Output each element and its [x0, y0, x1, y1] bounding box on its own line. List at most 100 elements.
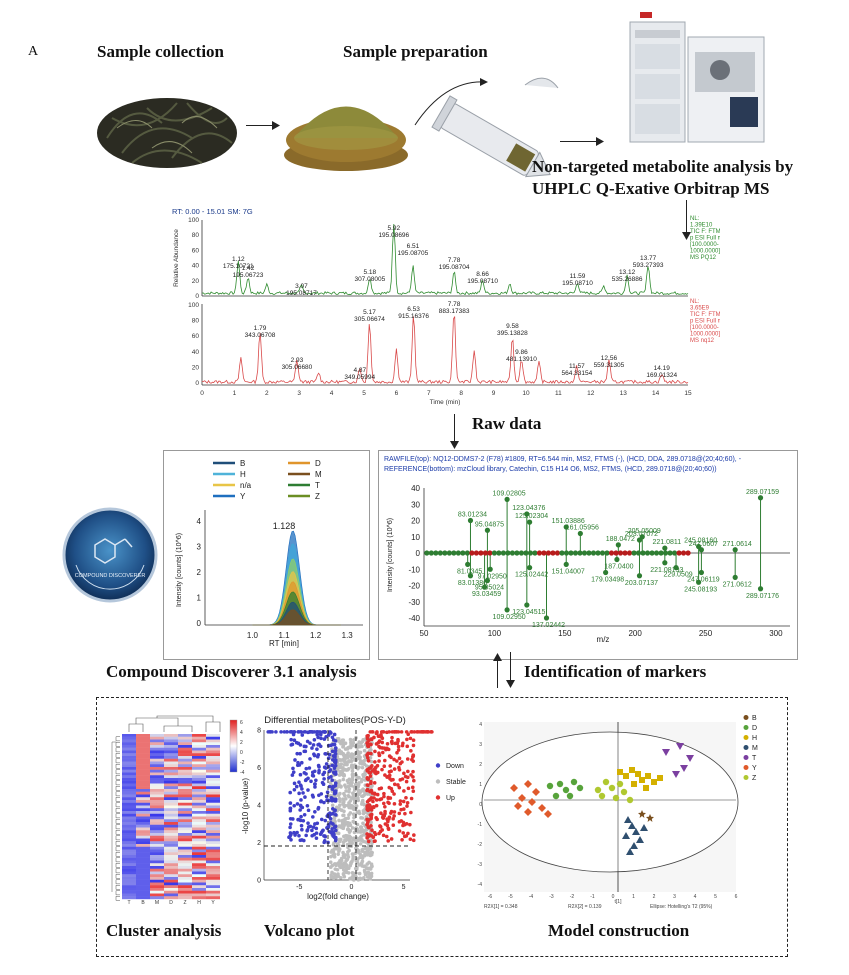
heatmap-cell: [150, 808, 164, 812]
heatmap-cell: [206, 827, 220, 831]
heatmap-cell: [178, 780, 192, 784]
pca-point: [532, 788, 540, 796]
heatmap-cell: [150, 874, 164, 878]
heatmap-cell: [150, 764, 164, 768]
mirror-ytick: -10: [408, 565, 420, 574]
top-trace-info: TIC F: FTMS +: [690, 229, 720, 235]
mirror-label-bottom: 81.0345: [457, 568, 482, 575]
heatmap-cell: [192, 767, 206, 770]
volcano-point-up: [378, 824, 382, 828]
volcano-point-up: [412, 833, 416, 837]
heatmap-cell: [178, 761, 192, 765]
compound-discoverer-title: Compound Discoverer 3.1 analysis: [106, 662, 357, 681]
mirror-noise-point: [478, 550, 484, 556]
volcano-point-down: [322, 839, 327, 843]
volcano-point-up: [400, 760, 404, 764]
heatmap-cell: [150, 783, 164, 787]
heatmap-cell: [136, 885, 150, 889]
heatmap-cell: [206, 808, 220, 812]
chrom-xtick: 6: [395, 390, 399, 397]
heatmap-cell: [150, 879, 164, 883]
volcano-point-down: [326, 824, 331, 828]
mirror-noise-point: [622, 550, 628, 556]
volcano-point-up: [411, 789, 416, 793]
heatmap-cell: [192, 805, 206, 809]
volcano-point-stable: [344, 865, 349, 869]
peak-ytick: 1: [197, 594, 202, 603]
heatmap-cell: [150, 794, 164, 798]
volcano-point-down: [282, 730, 287, 734]
volcano-point-up: [411, 769, 415, 774]
bottom-trace-info: NL:: [690, 299, 700, 305]
ms-title-line2: UHPLC Q-Exative Orbitrap MS: [532, 179, 770, 198]
volcano-point-stable: [365, 848, 370, 852]
mirror-noise-point: [653, 550, 660, 556]
volcano-point-stable: [357, 837, 362, 841]
heatmap-cell: [206, 835, 220, 839]
volcano-point-up: [373, 749, 377, 754]
volcano-xtick: 5: [402, 884, 406, 891]
volcano-point-stable: [358, 825, 363, 829]
mirror-ytick: -40: [408, 614, 420, 623]
heatmap-cell: [136, 802, 150, 806]
bottom-peak-mz: 915.16376: [398, 313, 429, 320]
heatmap-cell: [192, 844, 206, 847]
mirror-point-top: [524, 511, 530, 517]
pca-score-plot: 4 3 2 1 0 -1 -2 -3 -4 -6 -5 -4 -3 -2 -1 0 1 2 3 4 5 6 BDHMTY…: [478, 715, 758, 910]
volcano-point-up: [408, 736, 413, 741]
mirror-noise-point: [649, 550, 655, 556]
volcano-point-stable: [369, 759, 374, 764]
heatmap-cell: [136, 835, 150, 839]
pca-point: [510, 784, 518, 792]
volcano-point-up: [379, 811, 383, 815]
heatmap-cell: [122, 846, 136, 850]
volcano-point-down: [312, 832, 316, 837]
volcano-point-stable: [352, 830, 357, 835]
peak-apex-label: 1.128: [273, 521, 296, 531]
heatmap-cell: [164, 742, 178, 746]
volcano-point-stable: [369, 862, 374, 867]
mirror-point-top: [504, 496, 510, 502]
pca-point: [552, 792, 560, 800]
volcano-point-down: [328, 730, 332, 734]
heatmap-cell: [206, 739, 220, 743]
mirror-ytick: 0: [416, 549, 421, 558]
volcano-point-up: [365, 817, 369, 822]
volcano-point-down: [298, 772, 303, 777]
volcano-point-down: [297, 780, 301, 784]
heatmap-cell: [192, 835, 206, 839]
heatmap-cell: [136, 775, 150, 779]
volcano-point-stable: [330, 803, 335, 808]
volcano-point-up: [372, 796, 376, 800]
volcano-ytick: 6: [257, 765, 261, 772]
heatmap-cell: [206, 822, 220, 825]
pca-ytick: -3: [478, 862, 483, 868]
volcano-point-up: [391, 816, 395, 821]
mirror-label-top: 289.07159: [746, 489, 779, 496]
volcano-point-stable: [363, 771, 367, 776]
volcano-point-down: [297, 834, 301, 838]
heatmap-cell: [178, 822, 192, 825]
pca-legend-label: H: [752, 735, 757, 742]
heatmap-cell: [178, 739, 192, 743]
pca-legend-label: D: [752, 725, 757, 732]
volcano-point-up: [366, 808, 371, 812]
heatmap-cell: [150, 775, 164, 779]
mirror-noise-point: [685, 550, 691, 556]
volcano-point-stable: [347, 754, 352, 758]
heatmap-cell: [178, 849, 192, 853]
heatmap-cell: [192, 811, 206, 814]
mirror-point-top: [732, 547, 738, 553]
volcano-point-down: [296, 730, 301, 734]
tea-leaves-image: [97, 98, 237, 168]
heatmap-cell: [192, 758, 206, 762]
heatmap-cell: [122, 890, 136, 894]
volcano-point-stable: [338, 803, 342, 808]
mirror-noise-point: [536, 550, 543, 556]
pca-point: [636, 836, 644, 843]
heatmap-cell: [122, 786, 136, 790]
mirror-label-bottom: 97.02950: [478, 573, 507, 580]
chrom-ytick-bot: 100: [188, 302, 199, 309]
volcano-point-up: [409, 748, 413, 753]
heatmap-cell: [122, 739, 136, 743]
